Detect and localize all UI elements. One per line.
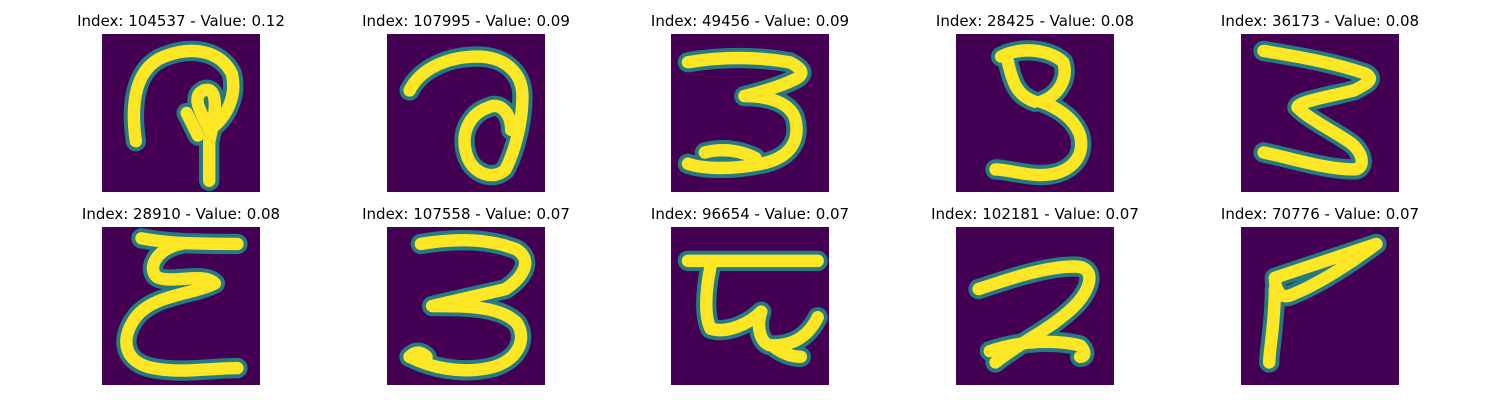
digit-image bbox=[671, 34, 829, 192]
panel-title-8: Index: 96654 - Value: 0.07 bbox=[650, 205, 850, 223]
digit-stroke bbox=[681, 254, 824, 363]
digit-stroke bbox=[681, 51, 808, 175]
panel-title-6: Index: 28910 - Value: 0.08 bbox=[81, 205, 281, 223]
digit-stroke bbox=[1257, 44, 1376, 176]
digit-stroke bbox=[972, 260, 1096, 369]
panel-image-3 bbox=[671, 34, 829, 192]
panel-image-2 bbox=[387, 34, 545, 192]
panel-title-7: Index: 107558 - Value: 0.07 bbox=[362, 205, 570, 223]
digit-stroke bbox=[127, 44, 240, 187]
panel-title-10: Index: 70776 - Value: 0.07 bbox=[1220, 205, 1420, 223]
panel-image-1 bbox=[102, 34, 260, 192]
digit-stroke bbox=[403, 50, 529, 182]
digit-image bbox=[387, 34, 545, 192]
panel-title-5: Index: 36173 - Value: 0.08 bbox=[1220, 12, 1420, 30]
digit-image bbox=[1241, 227, 1399, 385]
panel-image-7 bbox=[387, 227, 545, 385]
panel-image-9 bbox=[956, 227, 1114, 385]
panel-image-5 bbox=[1241, 34, 1399, 192]
panel-title-4: Index: 28425 - Value: 0.08 bbox=[935, 12, 1135, 30]
digit-image bbox=[102, 34, 260, 192]
panel-image-4 bbox=[956, 34, 1114, 192]
digit-image bbox=[671, 227, 829, 385]
digit-image bbox=[956, 34, 1114, 192]
digit-stroke bbox=[989, 44, 1088, 182]
panel-title-1: Index: 104537 - Value: 0.12 bbox=[77, 12, 285, 30]
panel-image-6 bbox=[102, 227, 260, 385]
panel-title-2: Index: 107995 - Value: 0.09 bbox=[362, 12, 570, 30]
digit-image bbox=[956, 227, 1114, 385]
panel-image-10 bbox=[1241, 227, 1399, 385]
digit-image bbox=[1241, 34, 1399, 192]
panel-title-9: Index: 102181 - Value: 0.07 bbox=[931, 205, 1139, 223]
digit-stroke bbox=[1263, 237, 1383, 369]
digit-image bbox=[387, 227, 545, 385]
panel-image-8 bbox=[671, 227, 829, 385]
digit-stroke bbox=[120, 232, 244, 377]
digit-image bbox=[102, 227, 260, 385]
panel-title-3: Index: 49456 - Value: 0.09 bbox=[650, 12, 850, 30]
digit-stroke bbox=[403, 234, 532, 377]
